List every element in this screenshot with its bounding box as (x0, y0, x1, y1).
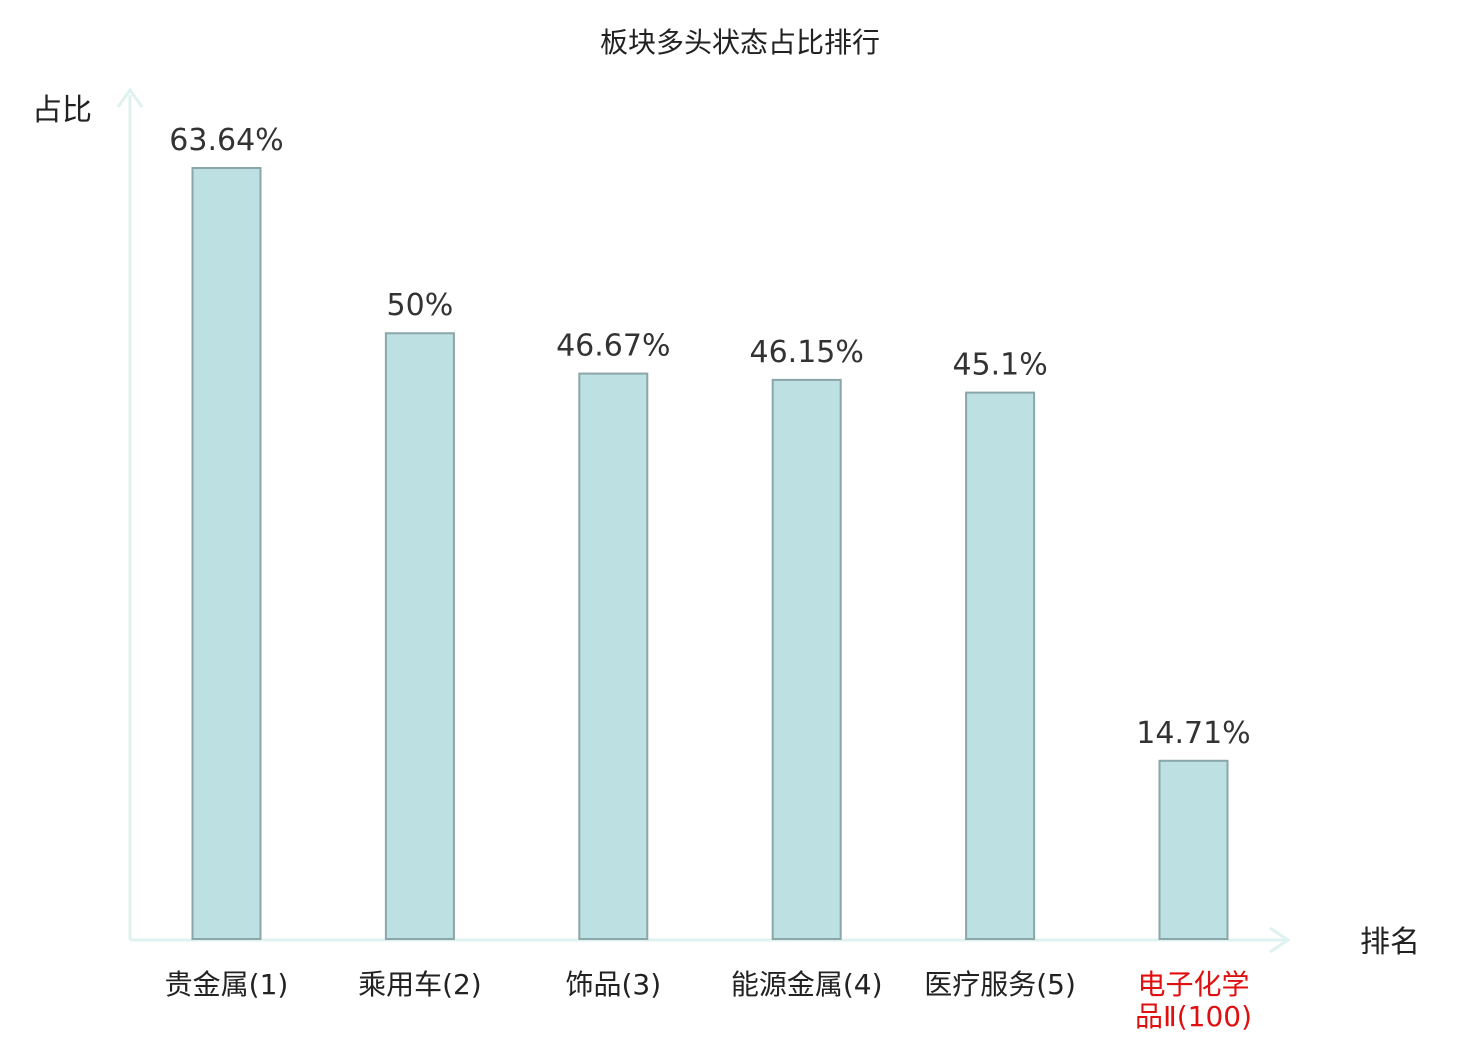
x-tick-label-4: 能源金属(4) (731, 968, 883, 1001)
value-label-5: 45.1% (952, 348, 1047, 383)
bar-2 (384, 332, 455, 940)
bar-1 (191, 167, 262, 940)
x-tick-label-line: 乘用车(2) (358, 968, 482, 1001)
value-label-1: 63.64% (169, 123, 283, 158)
chart-title: 板块多头状态占比排行 (600, 26, 880, 59)
x-tick-label-6: 电子化学品Ⅱ(100) (1135, 968, 1252, 1033)
bar-3 (578, 372, 649, 940)
x-tick-label-line: 能源金属(4) (731, 968, 883, 1001)
bar-5 (965, 391, 1036, 941)
value-label-2: 50% (387, 288, 454, 323)
bars-group: 63.64% 贵金属(1) 50% 乘用车(2) 46.67% 饰品(3) 46.15% 能源… (165, 123, 1252, 1033)
x-tick-label-line: 品Ⅱ(100) (1135, 1000, 1252, 1033)
value-label-4: 46.15% (750, 335, 864, 370)
x-tick-label-5: 医疗服务(5) (924, 968, 1076, 1001)
x-axis-arrow (1269, 926, 1291, 954)
y-axis-arrow (116, 87, 144, 108)
value-label-6: 14.71% (1136, 716, 1250, 751)
y-axis-label: 占比 (32, 93, 92, 128)
x-tick-label-line: 医疗服务(5) (924, 968, 1076, 1001)
value-label-3: 46.67% (556, 329, 670, 364)
x-axis-label: 排名 (1360, 925, 1420, 960)
x-tick-label-2: 乘用车(2) (358, 968, 482, 1001)
x-tick-label-line: 电子化学 (1137, 968, 1249, 1001)
x-tick-label-3: 饰品(3) (565, 968, 661, 1001)
bar-6 (1158, 759, 1229, 940)
bar-4 (771, 378, 842, 940)
x-tick-label-line: 饰品(3) (565, 968, 661, 1001)
x-tick-label-1: 贵金属(1) (165, 968, 289, 1001)
x-tick-label-line: 贵金属(1) (165, 968, 289, 1001)
